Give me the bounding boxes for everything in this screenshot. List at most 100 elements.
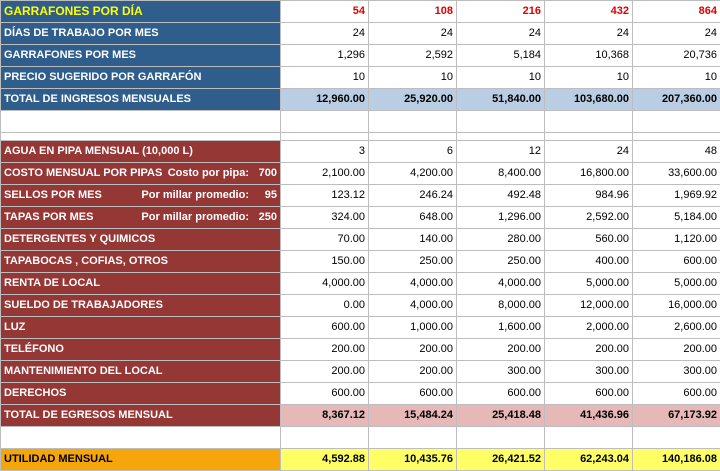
expense-cell[interactable]: 48 <box>633 141 720 163</box>
expense-cell[interactable]: 200.00 <box>545 339 633 361</box>
expense-cell[interactable]: 600.00 <box>281 383 369 405</box>
expense-cell[interactable]: 12 <box>457 141 545 163</box>
income-row-label[interactable]: DÍAS DE TRABAJO POR MES <box>1 23 281 45</box>
income-total-cell[interactable]: 25,920.00 <box>369 89 457 111</box>
income-total-label[interactable]: TOTAL DE INGRESOS MENSUALES <box>1 89 281 111</box>
expense-row-label[interactable]: MANTENIMIENTO DEL LOCAL <box>1 361 281 383</box>
expense-cell[interactable]: 280.00 <box>457 229 545 251</box>
expense-cell[interactable]: 2,600.00 <box>633 317 720 339</box>
expense-cell[interactable]: 4,000.00 <box>281 273 369 295</box>
profit-label[interactable]: UTILIDAD MENSUAL <box>1 449 281 471</box>
empty-cell[interactable] <box>457 111 545 133</box>
income-cell[interactable]: 10 <box>633 67 720 89</box>
expense-cell[interactable]: 140.00 <box>369 229 457 251</box>
income-cell[interactable]: 10 <box>369 67 457 89</box>
expense-cell[interactable]: 16,000.00 <box>633 295 720 317</box>
expense-total-cell[interactable]: 41,436.96 <box>545 405 633 427</box>
expense-cell[interactable]: 200.00 <box>281 361 369 383</box>
expense-cell[interactable]: 560.00 <box>545 229 633 251</box>
income-cell[interactable]: 24 <box>457 23 545 45</box>
expense-cell[interactable]: 5,184.00 <box>633 207 720 229</box>
expense-row-label[interactable]: LUZ <box>1 317 281 339</box>
profit-cell[interactable]: 4,592.88 <box>281 449 369 471</box>
expense-cell[interactable]: 3 <box>281 141 369 163</box>
expense-row-label[interactable]: SUELDO DE TRABAJADORES <box>1 295 281 317</box>
empty-cell[interactable] <box>369 111 457 133</box>
empty-cell[interactable] <box>633 133 720 141</box>
income-total-cell[interactable]: 12,960.00 <box>281 89 369 111</box>
expense-cell[interactable]: 200.00 <box>369 361 457 383</box>
income-cell[interactable]: 5,184 <box>457 45 545 67</box>
empty-cell[interactable] <box>457 427 545 449</box>
expense-cell[interactable]: 1,000.00 <box>369 317 457 339</box>
expense-cell[interactable]: 1,120.00 <box>633 229 720 251</box>
expense-cell[interactable]: 246.24 <box>369 185 457 207</box>
income-cell[interactable]: 20,736 <box>633 45 720 67</box>
expense-cell[interactable]: 600.00 <box>633 251 720 273</box>
expense-cell[interactable]: 400.00 <box>545 251 633 273</box>
profit-cell[interactable]: 140,186.08 <box>633 449 720 471</box>
expense-total-cell[interactable]: 25,418.48 <box>457 405 545 427</box>
empty-cell[interactable] <box>545 427 633 449</box>
income-cell[interactable]: 24 <box>281 23 369 45</box>
expense-cell[interactable]: 648.00 <box>369 207 457 229</box>
expense-cell[interactable]: 0.00 <box>281 295 369 317</box>
income-cell[interactable]: 24 <box>633 23 720 45</box>
income-header-label[interactable]: GARRAFONES POR DÍA <box>1 1 281 23</box>
expense-cell[interactable]: 4,000.00 <box>369 295 457 317</box>
expense-cell[interactable]: 492.48 <box>457 185 545 207</box>
expense-cell[interactable]: 300.00 <box>457 361 545 383</box>
income-row-label[interactable]: PRECIO SUGERIDO POR GARRAFÓN <box>1 67 281 89</box>
expense-cell[interactable]: 600.00 <box>369 383 457 405</box>
expense-row-label-cell[interactable]: COSTO MENSUAL POR PIPAS Costo por pipa:7… <box>1 163 281 185</box>
expense-row-label[interactable]: RENTA DE LOCAL <box>1 273 281 295</box>
income-cell[interactable]: 24 <box>369 23 457 45</box>
expense-cell[interactable]: 600.00 <box>545 383 633 405</box>
empty-cell[interactable] <box>633 111 720 133</box>
expense-cell[interactable]: 1,296.00 <box>457 207 545 229</box>
expense-cell[interactable]: 250.00 <box>369 251 457 273</box>
expense-total-cell[interactable]: 15,484.24 <box>369 405 457 427</box>
expense-row-label[interactable]: DETERGENTES Y QUIMICOS <box>1 229 281 251</box>
expense-cell[interactable]: 250.00 <box>457 251 545 273</box>
expense-cell[interactable]: 2,592.00 <box>545 207 633 229</box>
income-header-value[interactable]: 216 <box>457 1 545 23</box>
income-cell[interactable]: 10,368 <box>545 45 633 67</box>
expense-cell[interactable]: 70.00 <box>281 229 369 251</box>
empty-cell[interactable] <box>1 111 281 133</box>
income-header-value[interactable]: 54 <box>281 1 369 23</box>
expense-cell[interactable]: 12,000.00 <box>545 295 633 317</box>
income-total-cell[interactable]: 103,680.00 <box>545 89 633 111</box>
expense-row-label[interactable]: TAPABOCAS , COFIAS, OTROS <box>1 251 281 273</box>
income-row-label[interactable]: GARRAFONES POR MES <box>1 45 281 67</box>
income-cell[interactable]: 10 <box>457 67 545 89</box>
empty-cell[interactable] <box>1 427 281 449</box>
income-total-cell[interactable]: 207,360.00 <box>633 89 720 111</box>
expense-total-cell[interactable]: 67,173.92 <box>633 405 720 427</box>
empty-cell[interactable] <box>545 133 633 141</box>
income-cell[interactable]: 2,592 <box>369 45 457 67</box>
expense-cell[interactable]: 4,000.00 <box>369 273 457 295</box>
empty-cell[interactable] <box>281 133 369 141</box>
expense-row-label[interactable]: DERECHOS <box>1 383 281 405</box>
expense-cell[interactable]: 600.00 <box>633 383 720 405</box>
expense-cell[interactable]: 33,600.00 <box>633 163 720 185</box>
empty-cell[interactable] <box>633 427 720 449</box>
expense-total-label[interactable]: TOTAL DE EGRESOS MENSUAL <box>1 405 281 427</box>
empty-cell[interactable] <box>1 133 281 141</box>
expense-cell[interactable]: 24 <box>545 141 633 163</box>
empty-cell[interactable] <box>281 111 369 133</box>
expense-cell[interactable]: 2,000.00 <box>545 317 633 339</box>
expense-cell[interactable]: 200.00 <box>369 339 457 361</box>
expense-cell[interactable]: 200.00 <box>457 339 545 361</box>
expense-cell[interactable]: 300.00 <box>545 361 633 383</box>
expense-cell[interactable]: 200.00 <box>633 339 720 361</box>
profit-cell[interactable]: 62,243.04 <box>545 449 633 471</box>
expense-cell[interactable]: 300.00 <box>633 361 720 383</box>
profit-cell[interactable]: 10,435.76 <box>369 449 457 471</box>
expense-row-label-cell[interactable]: TAPAS POR MES Por millar promedio:250 <box>1 207 281 229</box>
empty-cell[interactable] <box>281 427 369 449</box>
income-cell[interactable]: 24 <box>545 23 633 45</box>
expense-row-label[interactable]: TELÉFONO <box>1 339 281 361</box>
expense-cell[interactable]: 5,000.00 <box>545 273 633 295</box>
